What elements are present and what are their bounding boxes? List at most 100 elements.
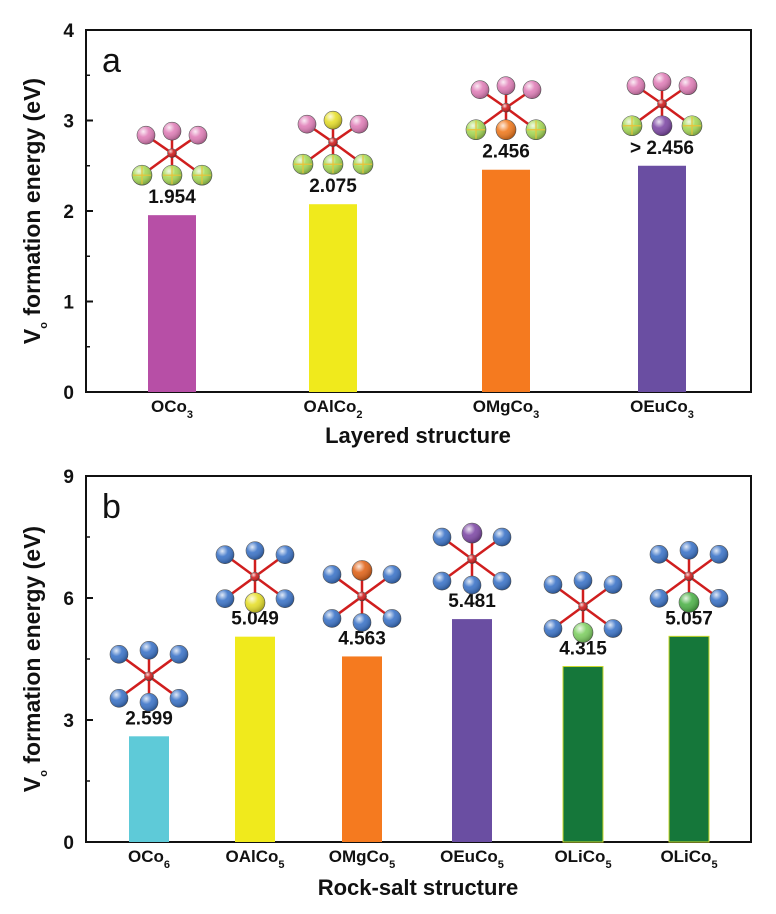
- atom-shading: [679, 76, 697, 95]
- atom-shading: [276, 545, 294, 564]
- data-label: 2.075: [309, 176, 357, 197]
- panel-a-letter: a: [102, 42, 121, 80]
- atom-shading: [463, 576, 481, 595]
- x-tick-label: OCo3: [151, 397, 193, 421]
- atom-shading: [189, 126, 207, 145]
- panel-a-bars: [148, 165, 686, 392]
- data-label: 2.599: [125, 708, 173, 729]
- x-tick-label: OLiCo5: [554, 847, 611, 871]
- atom-shading: [496, 119, 516, 140]
- atom-shading: [170, 645, 188, 664]
- y-tick-label: 0: [63, 833, 74, 854]
- data-label: 4.315: [559, 639, 607, 660]
- panel-b-y-axis: 0 3 6 9: [63, 467, 93, 854]
- atom-shading: [110, 645, 128, 664]
- center-atom-shading: [684, 571, 694, 581]
- atom-shading: [276, 589, 294, 608]
- atom-shading: [493, 572, 511, 591]
- cluster-icon: [465, 76, 547, 141]
- atom-shading: [137, 126, 155, 145]
- atom-shading: [680, 541, 698, 560]
- panel-b-bars: [129, 619, 710, 843]
- x-tick-label: OAlCo2: [303, 397, 362, 421]
- data-label: 2.456: [482, 142, 530, 163]
- x-tick-label: OMgCo5: [329, 847, 396, 871]
- atom-shading: [573, 622, 593, 643]
- data-label: 1.954: [148, 187, 196, 208]
- atom-shading: [140, 693, 158, 712]
- center-atom-shading: [144, 671, 154, 681]
- atom-shading: [710, 589, 728, 608]
- atom-shading: [652, 115, 672, 136]
- atom-shading: [298, 115, 316, 134]
- y-tick-label: 4: [63, 21, 74, 42]
- cluster-icon: [432, 522, 512, 595]
- atom-shading: [627, 76, 645, 95]
- cluster-icon: [322, 560, 402, 632]
- atom-shading: [604, 575, 622, 594]
- atom-shading: [352, 560, 372, 581]
- panel-a: a Layered structure Vo formation energy …: [19, 21, 752, 448]
- y-tick-label: 2: [63, 202, 74, 223]
- center-atom-shading: [578, 602, 588, 612]
- panel-b: b Rock-salt structure Vo formation energ…: [19, 467, 752, 900]
- atom-shading: [433, 528, 451, 547]
- panel-a-y-axis: 0 1 2 3 4: [63, 21, 93, 404]
- bar: [452, 619, 492, 842]
- bar: [235, 636, 275, 842]
- center-atom-shading: [467, 554, 477, 564]
- atom-shading: [544, 575, 562, 594]
- atom-shading: [170, 689, 188, 708]
- center-atom-shading: [250, 572, 260, 582]
- panel-b-letter: b: [102, 488, 121, 526]
- atom-shading: [544, 619, 562, 638]
- atom-shading: [497, 76, 515, 95]
- atom-shading: [323, 609, 341, 628]
- atom-shading: [433, 572, 451, 591]
- bar: [638, 165, 686, 392]
- x-tick-label: OCo6: [128, 847, 170, 871]
- atom-shading: [710, 545, 728, 564]
- atom-shading: [383, 609, 401, 628]
- y-tick-label: 3: [63, 112, 74, 133]
- panel-b-xlabel: Rock-salt structure: [318, 875, 519, 900]
- panel-a-data-labels: 1.954 2.075 2.456 > 2.456: [148, 138, 694, 208]
- atom-shading: [604, 619, 622, 638]
- data-label: 5.057: [665, 608, 713, 629]
- y-tick-label: 1: [63, 293, 74, 314]
- cluster-icon: [543, 571, 623, 643]
- panel-a-cluster-icons: [131, 72, 703, 186]
- center-atom-shading: [167, 148, 177, 158]
- center-atom-shading: [357, 591, 367, 601]
- y-tick-label: 3: [63, 711, 74, 732]
- panel-b-cluster-icons: [109, 522, 729, 712]
- bar: [562, 666, 604, 843]
- atom-shading: [523, 80, 541, 99]
- panel-a-ylabel: Vo formation energy (eV): [19, 78, 50, 344]
- atom-shading: [383, 565, 401, 584]
- atom-shading: [350, 115, 368, 134]
- atom-shading: [650, 589, 668, 608]
- panel-b-x-axis: OCo6 OAlCo5 OMgCo5 OEuCo5 OLiCo5 OLiCo5: [128, 836, 718, 871]
- data-label: 4.563: [338, 628, 386, 649]
- atom-shading: [353, 613, 371, 632]
- cluster-icon: [292, 110, 374, 175]
- atom-shading: [140, 641, 158, 660]
- bar: [668, 635, 710, 843]
- data-label: 5.049: [231, 609, 279, 630]
- x-tick-label: OMgCo3: [473, 397, 540, 421]
- cluster-icon: [131, 121, 213, 186]
- atom-shading: [216, 545, 234, 564]
- atom-shading: [323, 565, 341, 584]
- atom-shading: [216, 589, 234, 608]
- atom-shading: [462, 523, 482, 544]
- x-tick-label: OAlCo5: [225, 847, 284, 871]
- data-label: > 2.456: [630, 138, 694, 159]
- atom-shading: [650, 545, 668, 564]
- bar: [342, 656, 382, 842]
- panel-b-ylabel: Vo formation energy (eV): [19, 526, 50, 792]
- atom-shading: [324, 111, 342, 130]
- cluster-icon: [621, 72, 703, 137]
- bar: [482, 169, 530, 392]
